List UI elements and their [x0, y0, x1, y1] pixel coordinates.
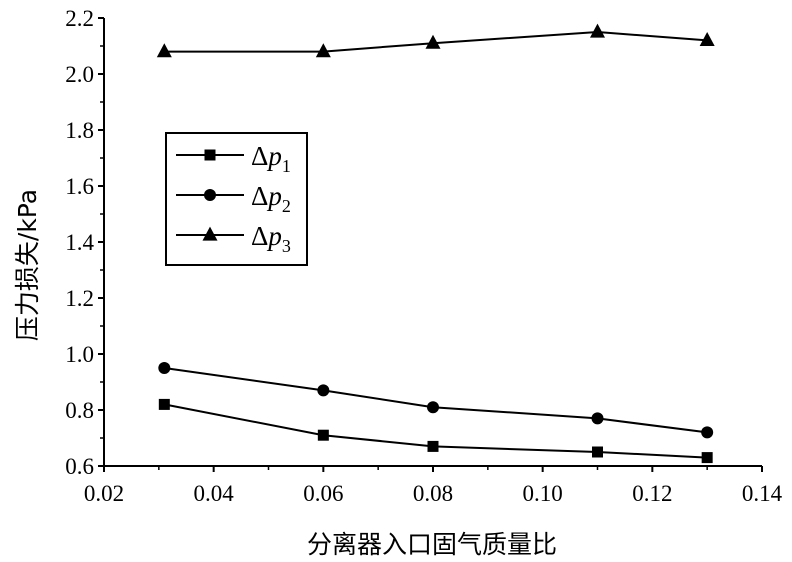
series-line — [164, 367, 708, 434]
data-point — [158, 362, 171, 374]
data-point — [590, 23, 605, 38]
x-tick-label: 0.08 — [413, 481, 453, 506]
legend-label: Δp2 — [251, 181, 291, 216]
data-point — [425, 34, 441, 49]
x-axis-ticks: 0.02 0.04 0.06 0.08 0.10 0.12 0.14 — [84, 466, 783, 506]
y-axis-ticks: 0.6 0.8 1.0 1.2 1.4 1.6 1.8 2.0 2.2 — [65, 6, 104, 479]
data-point — [317, 429, 329, 441]
x-axis-title: 分离器入口固气质量比 — [307, 530, 557, 559]
x-tick-label: 0.10 — [523, 481, 563, 506]
y-tick-label: 1.4 — [65, 230, 94, 255]
x-tick-label: 0.06 — [303, 481, 343, 506]
data-point — [427, 401, 439, 414]
data-point — [315, 43, 331, 58]
x-tick-label: 0.14 — [742, 481, 783, 506]
series-3 — [156, 23, 715, 58]
y-tick-label: 2.2 — [65, 6, 94, 31]
y-tick-label: 1.0 — [65, 342, 94, 367]
series-2 — [158, 362, 714, 439]
legend-marker — [204, 149, 216, 161]
y-tick-label: 1.2 — [65, 286, 94, 311]
y-tick-label: 2.0 — [65, 62, 94, 87]
series-layer — [156, 23, 715, 464]
x-tick-label: 0.02 — [84, 481, 124, 506]
legend-marker — [202, 226, 218, 241]
legend-marker — [204, 189, 216, 201]
data-point — [591, 412, 604, 425]
legend-entry: Δp2 — [176, 181, 291, 216]
legend-entry: Δp3 — [176, 221, 291, 256]
y-tick-label: 1.6 — [65, 174, 94, 199]
data-point — [699, 32, 715, 46]
data-point — [701, 426, 714, 439]
data-point — [592, 446, 603, 458]
data-point — [156, 43, 172, 58]
legend-label: Δp3 — [251, 221, 291, 256]
data-point — [317, 384, 330, 397]
y-tick-label: 1.8 — [65, 118, 94, 143]
x-tick-label: 0.12 — [632, 481, 672, 506]
y-tick-label: 0.8 — [65, 398, 94, 423]
legend-label: Δp1 — [251, 141, 291, 176]
x-tick-label: 0.04 — [194, 481, 235, 506]
y-axis-title: 压力损失/kPa — [13, 189, 42, 341]
data-point — [701, 452, 713, 464]
y-tick-label: 0.6 — [65, 454, 94, 479]
data-point — [427, 440, 439, 452]
data-point — [158, 398, 170, 410]
legend: Δp1 Δp2 Δp3 — [165, 132, 308, 266]
legend-entry: Δp1 — [176, 141, 291, 176]
series-1 — [158, 398, 713, 464]
